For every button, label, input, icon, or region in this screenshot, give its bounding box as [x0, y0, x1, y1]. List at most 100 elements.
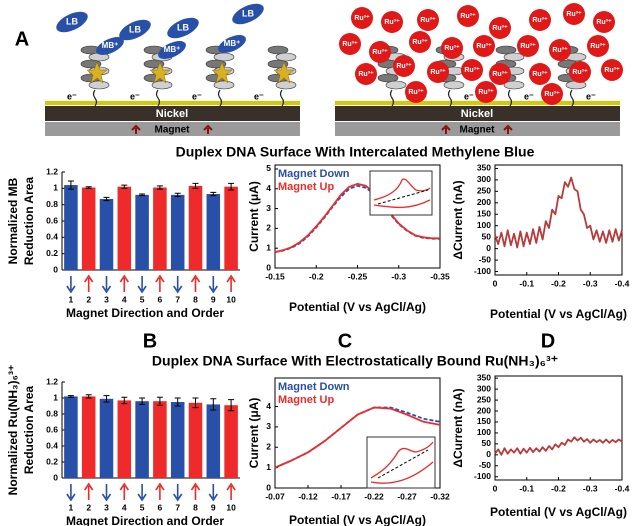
y-tick-label: 1.2 [46, 166, 58, 176]
dna-helix [386, 81, 406, 89]
y-tick-label: 5 [266, 163, 271, 173]
y-axis-label: Current (μA) [247, 398, 261, 469]
inset [367, 437, 435, 488]
direction-arrow [227, 276, 235, 292]
y-tick-label: 200 [477, 197, 491, 207]
section-title: Duplex DNA Surface With Intercalated Met… [176, 144, 535, 160]
x-tick-label: 7 [175, 294, 180, 304]
y-tick-label: 0.4 [46, 440, 58, 450]
x-tick-label: 5 [140, 502, 145, 512]
y-tick-label: 300 [477, 383, 491, 393]
x-tick-label: -0.27 [397, 491, 417, 501]
x-tick-label: 10 [226, 502, 236, 512]
ru-label: Ru³⁺ [478, 89, 494, 96]
x-tick-label: -0.32 [430, 491, 450, 501]
bar [64, 396, 78, 478]
y-tick-label: 0.4 [46, 232, 58, 242]
x-tick-label: -0.17 [331, 491, 351, 501]
mb-label: MB⁺ [224, 39, 241, 48]
direction-arrow [120, 276, 128, 292]
x-tick-label: -0.12 [298, 491, 318, 501]
ru-label: Ru³⁺ [492, 25, 508, 32]
magnet-label: Magnet [460, 125, 496, 136]
y-axis-label: Current (μA) [247, 181, 261, 252]
bar [82, 188, 96, 270]
x-tick-label: 2 [86, 502, 91, 512]
magnet-label: Magnet [155, 125, 191, 136]
x-tick-label: -0.15 [265, 271, 285, 281]
y-tick-label: 2 [266, 223, 271, 233]
bar [153, 188, 167, 270]
y-tick-label: -50 [479, 254, 492, 264]
x-tick-label: -0.3 [583, 278, 598, 288]
x-tick-label: -0.22 [364, 491, 384, 501]
y-tick-label: 0 [486, 243, 491, 253]
x-tick-label: 2 [86, 294, 91, 304]
legend-label: Magnet Up [278, 181, 335, 193]
x-tick-label: 9 [211, 294, 216, 304]
bar [207, 404, 221, 478]
x-tick-label: 5 [140, 294, 145, 304]
y-tick-label: 150 [477, 416, 491, 426]
y-tick-label: -50 [479, 460, 492, 470]
direction-arrow [138, 484, 146, 500]
ru-label: Ru³⁺ [532, 71, 548, 78]
direction-arrow [227, 484, 235, 500]
direction-arrow [67, 276, 75, 292]
y-tick-label: 350 [477, 163, 491, 173]
x-tick-label: 8 [193, 502, 198, 512]
bar [64, 185, 78, 270]
y-tick-label: 1 [53, 392, 58, 402]
ru-label: Ru³⁺ [590, 43, 606, 50]
bar [135, 401, 149, 478]
y-tick-label: 4 [266, 401, 271, 411]
y-tick-label: 1 [266, 242, 271, 252]
y-tick-label: 0 [486, 449, 491, 459]
y-tick-label: -100 [474, 471, 491, 481]
ru-label: Ru³⁺ [342, 41, 358, 48]
ru-label: Ru³⁺ [520, 43, 536, 50]
section-title: Duplex DNA Surface With Electrostaticall… [152, 353, 558, 369]
direction-arrow [192, 276, 200, 292]
ru-label: Ru³⁺ [552, 47, 568, 54]
bar [118, 400, 132, 478]
ru-label: Ru³⁺ [384, 19, 400, 26]
legend-label: Magnet Down [278, 381, 350, 393]
ru-label: Ru³⁺ [412, 39, 428, 46]
y-tick-label: 0.2 [46, 456, 58, 466]
y-tick-label: 0 [53, 264, 58, 274]
x-tick-label: -0.35 [430, 271, 450, 281]
y-tick-label: 350 [477, 372, 491, 382]
y-tick-label: 0.8 [46, 408, 58, 418]
dna-helix [444, 81, 464, 89]
bar [189, 186, 203, 270]
panel-label: C [338, 330, 352, 352]
bar [171, 402, 185, 478]
y-tick-label: 50 [482, 231, 492, 241]
x-axis-label: Potential (V vs AgCl/Ag) [490, 307, 627, 321]
bar [189, 403, 203, 478]
y-axis-label: ΔCurrent (nA) [451, 180, 465, 259]
ru-label: Ru³⁺ [396, 63, 412, 70]
nickel-label: Nickel [461, 108, 493, 120]
y-tick-label: 250 [477, 186, 491, 196]
x-tick-label: -0.4 [615, 483, 630, 493]
x-tick-label: 3 [104, 502, 109, 512]
direction-arrow [174, 276, 182, 292]
direction-arrow [156, 276, 164, 292]
ru-label: Ru³⁺ [544, 91, 560, 98]
direction-arrow [156, 484, 164, 500]
y-tick-label: 300 [477, 174, 491, 184]
x-tick-label: -0.4 [615, 278, 630, 288]
direction-arrow [85, 484, 93, 500]
ru-label: Ru³⁺ [408, 89, 424, 96]
x-tick-label: -0.3 [583, 483, 598, 493]
bar [171, 195, 185, 270]
y-tick-label: 0 [53, 472, 58, 482]
y-axis-label: Reduction Area [22, 386, 36, 475]
x-axis-label: Potential (V vs AgCl/Ag) [289, 300, 426, 314]
x-tick-label: -0.07 [265, 491, 285, 501]
y-axis-label: Normalized MB [6, 177, 20, 264]
y-tick-label: 50 [482, 438, 492, 448]
y-tick-label: 200 [477, 405, 491, 415]
